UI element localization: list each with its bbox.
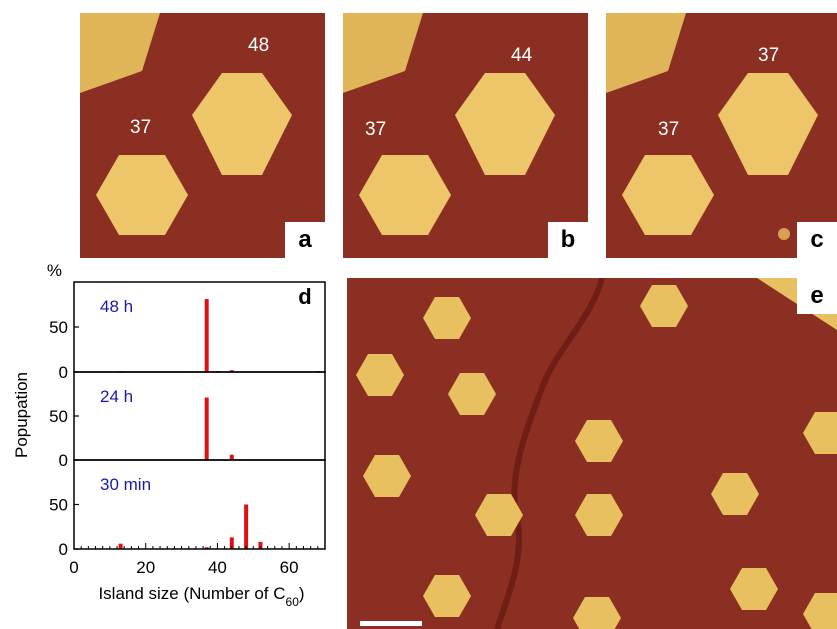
y-tick-label: 50 — [49, 407, 68, 426]
series-label: 24 h — [100, 387, 133, 406]
histogram-bar — [204, 299, 209, 372]
plot-frame — [73, 459, 326, 550]
histogram-bar — [244, 504, 249, 549]
island-count-label: 37 — [130, 117, 152, 138]
stm-image-e-drawing — [356, 278, 837, 629]
y-tick-label: 0 — [59, 540, 68, 559]
stm-image-a: 48 37 a — [80, 13, 325, 258]
island-count-label: 44 — [511, 45, 533, 66]
histogram-bar — [229, 454, 234, 460]
stm-image-b: 44 37 b — [343, 13, 588, 258]
island-count-label: 37 — [365, 119, 387, 140]
x-axis-label: Island size (Number of C60) — [98, 584, 304, 609]
y-tick-label: 50 — [49, 318, 68, 337]
island-count-label: 37 — [758, 45, 780, 66]
y-tick-label: 50 — [49, 496, 68, 515]
x-tick-label: 20 — [136, 558, 155, 577]
x-tick-label: 0 — [69, 558, 78, 577]
panel-label-c: c — [797, 222, 837, 258]
y-axis-label: Popupation — [12, 372, 31, 458]
histogram-bar — [204, 397, 209, 460]
island-count-label: 37 — [658, 119, 680, 140]
series-label: 30 min — [100, 475, 151, 494]
plot-frame — [73, 281, 326, 373]
y-tick-label: 0 — [59, 363, 68, 382]
x-tick-label: 60 — [280, 558, 299, 577]
y-tick-label: 0 — [59, 451, 68, 470]
stm-image-b-drawing — [343, 13, 555, 235]
stm-image-a-drawing — [80, 13, 292, 235]
histogram-bar — [229, 537, 234, 549]
histogram-bar — [118, 543, 123, 549]
y-unit-label: % — [47, 262, 62, 280]
series-label: 48 h — [100, 297, 133, 316]
stm-image-e: e — [347, 278, 837, 629]
histogram-bar — [229, 370, 234, 372]
plot-frame — [73, 371, 326, 461]
size-histogram-chart: 48 h 0 50 24 h 0 50 30 min 0 50 0 20 40 60 Island siz… — [12, 262, 326, 609]
x-tick-label: 40 — [208, 558, 227, 577]
panel-label-b: b — [548, 222, 588, 258]
island-count-label: 48 — [248, 35, 270, 56]
histogram-bar — [258, 541, 263, 549]
panel-label-e: e — [797, 278, 837, 314]
panel-label-a: a — [285, 222, 325, 258]
panel-label-d: d — [298, 284, 311, 309]
histogram-bar — [204, 547, 209, 549]
stm-image-c-drawing — [606, 13, 818, 240]
stm-image-c: 37 37 c — [606, 13, 837, 258]
